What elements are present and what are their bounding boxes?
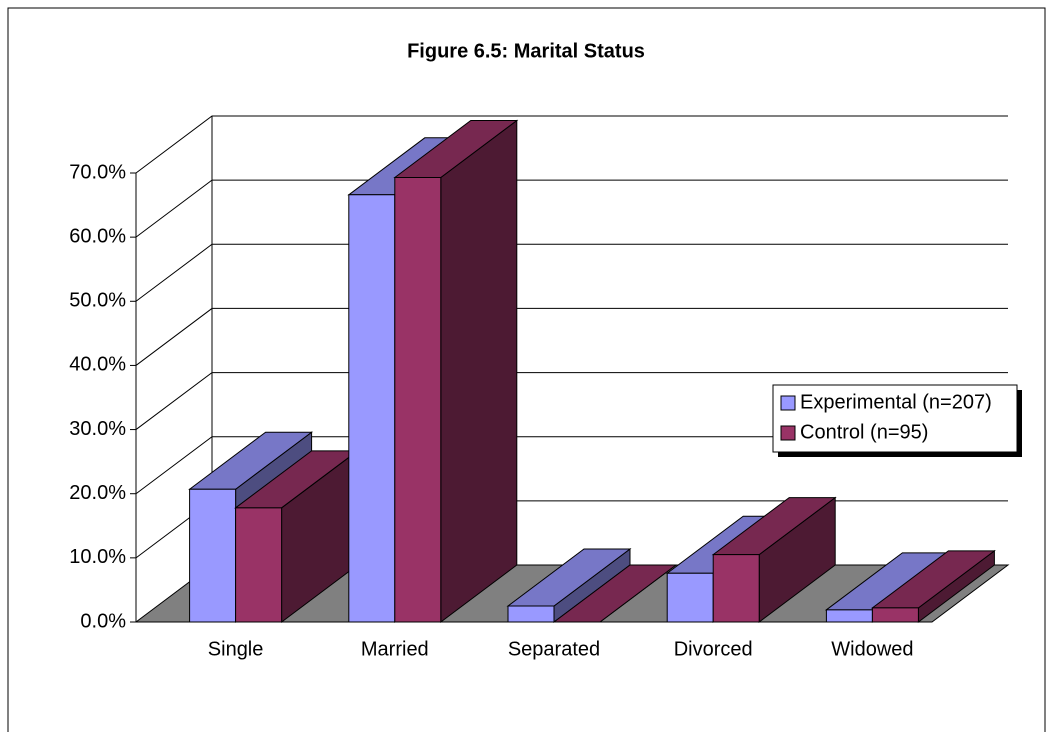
y-tick-label: 60.0% [69,225,126,247]
legend-label: Control (n=95) [800,421,928,443]
bar-side [440,119,518,623]
bar-front [235,507,283,623]
legend-swatch [780,425,796,441]
y-tick-label: 20.0% [69,482,126,504]
chart-border [7,7,1046,737]
grid-line [135,436,1008,495]
bar [870,549,996,623]
legend-label: Experimental (n=207) [800,391,992,413]
x-tick-label: Single [208,638,264,660]
bar-top [552,564,678,623]
bar-front [507,605,555,623]
grid-line [135,307,1008,366]
bar [393,119,519,623]
legend [772,384,1018,453]
bar [711,496,837,623]
bar [234,449,360,623]
y-tick-label: 30.0% [69,418,126,440]
y-tick-label: 40.0% [69,354,126,376]
grid-line [135,243,1008,302]
chart-title: Figure 6.5: Marital Status [407,40,645,62]
y-tick-label: 10.0% [69,546,126,568]
y-tick-label: 0.0% [80,610,126,632]
bar [552,564,678,623]
y-tick-label: 50.0% [69,290,126,312]
bar-front [712,554,760,623]
bar-front [666,572,714,623]
grid-line [135,372,1008,430]
x-tick-label: Divorced [674,638,753,660]
x-tick-label: Separated [508,638,600,660]
bar-front [825,609,873,623]
y-tick-label: 70.0% [69,161,126,183]
x-tick-label: Married [361,638,429,660]
bar-front [348,194,396,623]
legend-swatch [780,395,796,411]
bar-front [871,607,919,623]
bar-front [394,176,442,623]
grid-line [135,179,1008,238]
bar [506,547,632,623]
bar-front [189,488,237,623]
x-tick-label: Widowed [831,638,913,660]
grid-line [135,115,1008,174]
